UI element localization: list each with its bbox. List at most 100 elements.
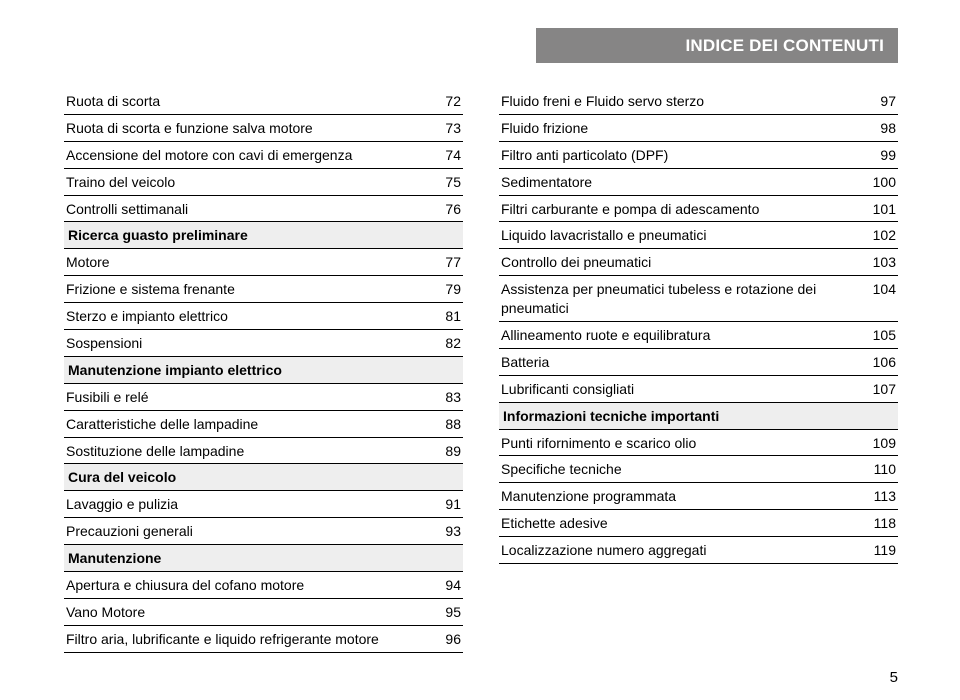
- toc-entry: Etichette adesive118: [499, 510, 898, 537]
- toc-entry-page: 88: [433, 415, 461, 434]
- toc-entry-label: Frizione e sistema frenante: [66, 280, 433, 299]
- toc-entry-label: Fluido freni e Fluido servo sterzo: [501, 92, 868, 111]
- toc-entry-label: Sostituzione delle lampadine: [66, 442, 433, 461]
- header-bar: INDICE DEI CONTENUTI: [536, 28, 898, 63]
- toc-entry-page: 75: [433, 173, 461, 192]
- toc-entry-label: Sedimentatore: [501, 173, 868, 192]
- toc-entry-page: 102: [868, 226, 896, 245]
- toc-entry-label: Controllo dei pneumatici: [501, 253, 868, 272]
- toc-entry: Sostituzione delle lampadine89: [64, 438, 463, 465]
- toc-entry: Specifiche tecniche110: [499, 456, 898, 483]
- toc-entry-page: 94: [433, 576, 461, 595]
- toc-entry-page: 72: [433, 92, 461, 111]
- toc-entry-page: 103: [868, 253, 896, 272]
- toc-entry-label: Filtri carburante e pompa di adescamento: [501, 200, 868, 219]
- toc-heading: Manutenzione impianto elettrico: [64, 357, 463, 384]
- toc-entry-page: 96: [433, 630, 461, 649]
- toc-entry-label: Vano Motore: [66, 603, 433, 622]
- toc-entry-label: Manutenzione impianto elettrico: [68, 361, 433, 380]
- toc-entry-page: 77: [433, 253, 461, 272]
- toc-entry-label: Ruota di scorta e funzione salva motore: [66, 119, 433, 138]
- toc-entry-page: 97: [868, 92, 896, 111]
- toc-entry: Fluido frizione98: [499, 115, 898, 142]
- toc-entry-page: 113: [868, 487, 896, 506]
- toc-columns: Ruota di scorta72Ruota di scorta e funzi…: [64, 88, 898, 653]
- toc-entry-page: 98: [868, 119, 896, 138]
- toc-entry-label: Traino del veicolo: [66, 173, 433, 192]
- toc-entry: Sedimentatore100: [499, 169, 898, 196]
- toc-heading: Informazioni tecniche importanti: [499, 403, 898, 430]
- toc-entry: Controllo dei pneumatici103: [499, 249, 898, 276]
- toc-heading: Ricerca guasto preliminare: [64, 222, 463, 249]
- toc-entry: Traino del veicolo75: [64, 169, 463, 196]
- toc-entry: Localizzazione numero aggregati119: [499, 537, 898, 564]
- toc-entry-page: 109: [868, 434, 896, 453]
- toc-entry-label: Controlli settimanali: [66, 200, 433, 219]
- toc-entry: Vano Motore95: [64, 599, 463, 626]
- toc-entry: Precauzioni generali93: [64, 518, 463, 545]
- toc-entry-page: 100: [868, 173, 896, 192]
- toc-entry: Fusibili e relé83: [64, 384, 463, 411]
- toc-entry-label: Liquido lavacristallo e pneumatici: [501, 226, 868, 245]
- toc-entry: Caratteristiche delle lampadine88: [64, 411, 463, 438]
- toc-entry: Ruota di scorta e funzione salva motore7…: [64, 115, 463, 142]
- toc-entry-page: 83: [433, 388, 461, 407]
- toc-entry-page: 104: [868, 280, 896, 299]
- toc-entry-label: Specifiche tecniche: [501, 460, 868, 479]
- toc-entry: Lubrificanti consigliati107: [499, 376, 898, 403]
- toc-entry-label: Lavaggio e pulizia: [66, 495, 433, 514]
- toc-entry-label: Fusibili e relé: [66, 388, 433, 407]
- toc-entry-page: 101: [868, 200, 896, 219]
- toc-entry-page: 74: [433, 146, 461, 165]
- toc-entry-label: Filtro anti particolato (DPF): [501, 146, 868, 165]
- toc-entry-label: Manutenzione programmata: [501, 487, 868, 506]
- toc-entry-page: 73: [433, 119, 461, 138]
- toc-entry: Allineamento ruote e equilibratura105: [499, 322, 898, 349]
- toc-entry-page: 95: [433, 603, 461, 622]
- toc-entry: Batteria106: [499, 349, 898, 376]
- toc-entry-page: 76: [433, 200, 461, 219]
- toc-entry: Assistenza per pneumatici tubeless e rot…: [499, 276, 898, 322]
- toc-entry-label: Fluido frizione: [501, 119, 868, 138]
- toc-entry-page: 99: [868, 146, 896, 165]
- toc-entry: Filtro aria, lubrificante e liquido refr…: [64, 626, 463, 653]
- toc-entry: Lavaggio e pulizia91: [64, 491, 463, 518]
- toc-entry: Filtro anti particolato (DPF)99: [499, 142, 898, 169]
- toc-entry: Sterzo e impianto elettrico81: [64, 303, 463, 330]
- toc-entry-label: Punti rifornimento e scarico olio: [501, 434, 868, 453]
- toc-entry-page: 82: [433, 334, 461, 353]
- toc-entry-label: Allineamento ruote e equilibratura: [501, 326, 868, 345]
- toc-entry-label: Motore: [66, 253, 433, 272]
- toc-heading: Cura del veicolo: [64, 464, 463, 491]
- toc-entry-label: Batteria: [501, 353, 868, 372]
- toc-column-right: Fluido freni e Fluido servo sterzo97Flui…: [499, 88, 898, 653]
- toc-entry-label: Sospensioni: [66, 334, 433, 353]
- toc-entry-label: Informazioni tecniche importanti: [503, 407, 868, 426]
- toc-entry-page: 119: [868, 541, 896, 560]
- toc-entry: Punti rifornimento e scarico olio109: [499, 430, 898, 457]
- toc-entry: Ruota di scorta72: [64, 88, 463, 115]
- toc-entry-page: 110: [868, 460, 896, 479]
- toc-entry-label: Precauzioni generali: [66, 522, 433, 541]
- toc-entry-page: 79: [433, 280, 461, 299]
- toc-entry-label: Localizzazione numero aggregati: [501, 541, 868, 560]
- header-title: INDICE DEI CONTENUTI: [685, 36, 884, 56]
- toc-entry-page: 89: [433, 442, 461, 461]
- toc-entry-page: 107: [868, 380, 896, 399]
- toc-entry: Fluido freni e Fluido servo sterzo97: [499, 88, 898, 115]
- toc-entry-label: Filtro aria, lubrificante e liquido refr…: [66, 630, 433, 649]
- toc-entry: Liquido lavacristallo e pneumatici102: [499, 222, 898, 249]
- page-number: 5: [890, 669, 898, 686]
- toc-entry: Accensione del motore con cavi di emerge…: [64, 142, 463, 169]
- toc-entry: Sospensioni82: [64, 330, 463, 357]
- toc-entry: Apertura e chiusura del cofano motore94: [64, 572, 463, 599]
- toc-entry: Filtri carburante e pompa di adescamento…: [499, 196, 898, 223]
- toc-entry-label: Apertura e chiusura del cofano motore: [66, 576, 433, 595]
- toc-entry-page: 91: [433, 495, 461, 514]
- toc-entry: Controlli settimanali76: [64, 196, 463, 223]
- toc-entry-label: Ruota di scorta: [66, 92, 433, 111]
- toc-entry: Frizione e sistema frenante79: [64, 276, 463, 303]
- toc-entry-label: Assistenza per pneumatici tubeless e rot…: [501, 280, 868, 318]
- toc-entry-label: Manutenzione: [68, 549, 433, 568]
- toc-entry-label: Ricerca guasto preliminare: [68, 226, 433, 245]
